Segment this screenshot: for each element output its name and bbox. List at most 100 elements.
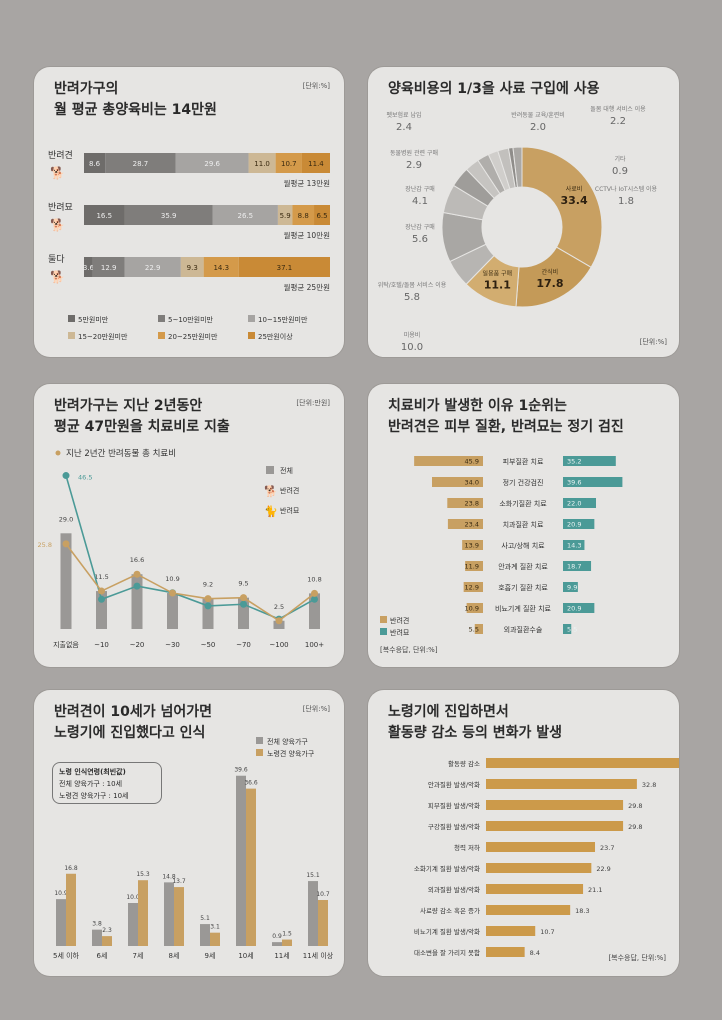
pet-icon: 🐕 — [50, 166, 65, 180]
slice-label: 기타 — [614, 155, 626, 163]
category-label: 정기 건강검진 — [503, 478, 544, 487]
category-label: 피부질환 발생/악화 — [428, 801, 480, 810]
data-label: 29.8 — [628, 802, 642, 810]
bar — [282, 939, 292, 946]
donut-slice — [521, 146, 603, 268]
data-label: 10.8 — [307, 575, 321, 583]
panel-title: 양육비용의 1/3을 사료 구입에 사용 — [388, 81, 600, 97]
data-label: 29.0 — [59, 515, 73, 523]
legend-label: 20~25만원미만 — [168, 332, 218, 341]
slice-value: 33.4 — [560, 194, 587, 207]
monthly-average-note: 월평균 25만원 — [284, 282, 331, 292]
slice-label: 장난감 구매 — [405, 223, 435, 231]
data-label: 12.9 — [101, 264, 117, 272]
category-label: 호흡기 질환 치료 — [498, 583, 548, 592]
slice-value: 1.8 — [618, 196, 634, 207]
category-label: 외과질환수술 — [504, 625, 543, 634]
dog-line-point — [311, 589, 318, 597]
legend-label: 반려묘 — [280, 506, 300, 515]
data-label: 11.4 — [308, 160, 324, 168]
slice-value: 17.8 — [536, 277, 563, 290]
bar — [56, 899, 66, 946]
bar — [60, 533, 72, 629]
data-label: 11.5 — [94, 573, 108, 581]
cat-bar — [563, 624, 572, 634]
legend-swatch — [256, 737, 263, 744]
cat-bar — [563, 519, 595, 529]
legend-label: 반려묘 — [390, 628, 410, 637]
bar — [486, 926, 536, 936]
bar-segment — [275, 153, 302, 173]
bar — [486, 884, 584, 894]
cat-line-point — [311, 595, 318, 603]
cat-value: 18.7 — [567, 563, 581, 571]
bar-segment — [84, 205, 125, 225]
dog-bar — [463, 582, 483, 592]
slice-label: 위탁/호텔/돌봄 서비스 이용 — [378, 281, 447, 289]
slice-value: 2.4 — [396, 122, 412, 133]
dog-value: 23.4 — [465, 521, 479, 529]
data-label: 3.6 — [83, 264, 95, 272]
x-tick-label: 9세 — [205, 951, 216, 960]
data-label: 9.3 — [187, 264, 198, 272]
bar-segment — [277, 205, 293, 225]
x-tick-label: 11세 이상 — [303, 951, 334, 960]
data-label: 22.9 — [145, 264, 161, 272]
reason-butterfly-chart: 45.9 피부질환 치료 35.2 34.0 정기 건강검진 39.6 23.8 소화기질환 … — [380, 456, 623, 654]
bar — [318, 899, 328, 946]
panel-title: 치료비가 발생한 이유 1순위는 반려견은 피부 질환, 반려묘는 정기 검진 — [388, 398, 624, 435]
data-label: 21.1 — [588, 886, 602, 894]
dog-line — [65, 543, 315, 622]
x-tick-label: 10세 — [238, 951, 253, 960]
bar — [164, 882, 174, 946]
bar-segment — [180, 257, 204, 277]
category-label: 활동량 감소 — [448, 759, 480, 768]
legend-label: 전체 — [280, 466, 293, 475]
slice-label: 장난감 구매 — [405, 185, 435, 193]
legend-swatch — [380, 616, 387, 623]
data-label: 39.6 — [234, 767, 248, 774]
cat-value: 39.6 — [567, 479, 581, 487]
data-label: 8.8 — [298, 212, 309, 220]
bar-segment — [84, 257, 93, 277]
slice-label: 미용비 — [404, 331, 421, 339]
data-label: 5.9 — [280, 212, 291, 220]
box-title: 노령 인식연령(최빈값) — [59, 768, 126, 776]
x-tick-label: 지출없음 — [53, 640, 79, 649]
dog-bar — [465, 561, 483, 571]
bar — [486, 779, 637, 789]
data-label: 15.3 — [136, 871, 150, 878]
bar — [92, 929, 102, 946]
bar-segment — [203, 257, 239, 277]
unit-label: [단위:만원] — [296, 399, 330, 407]
donut-slice — [512, 146, 523, 188]
category-label: 외과질환 발생/악화 — [428, 885, 480, 894]
pet-icon: 🐕 — [50, 270, 65, 284]
category-label: 안과계 질환 치료 — [498, 562, 548, 571]
legend-swatch — [248, 315, 255, 322]
slice-label: 돌봄 대행 서비스 이용 — [590, 105, 646, 113]
slice-label: 사료비 — [566, 185, 583, 193]
slice-value: 2.2 — [610, 116, 626, 127]
x-tick-label: ~70 — [236, 641, 251, 649]
bar — [131, 574, 143, 629]
cat-value: 22.0 — [567, 500, 581, 508]
slice-label: 동물병원 관련 구매 — [390, 149, 438, 157]
bar — [238, 597, 249, 629]
cat-line-point — [133, 582, 141, 590]
note-label: [복수응답, 단위:%] — [380, 645, 438, 654]
box-line1: 전체 양육가구 : 10세 — [59, 780, 123, 788]
slice-value: 11.1 — [484, 279, 511, 292]
slice-label: CCTV나 IoT시스템 이용 — [595, 185, 658, 193]
cat-label: 46.5 — [78, 474, 92, 482]
data-label: 14.8 — [162, 873, 176, 880]
x-tick-label: 100+ — [305, 641, 324, 649]
bar — [246, 788, 256, 946]
bar-segment — [105, 153, 176, 173]
legend-label: 반려견 — [390, 616, 409, 625]
dog-bar — [432, 477, 483, 487]
slice-value: 0.9 — [612, 166, 628, 177]
box-line2: 노령견 양육가구 : 10세 — [59, 792, 129, 800]
